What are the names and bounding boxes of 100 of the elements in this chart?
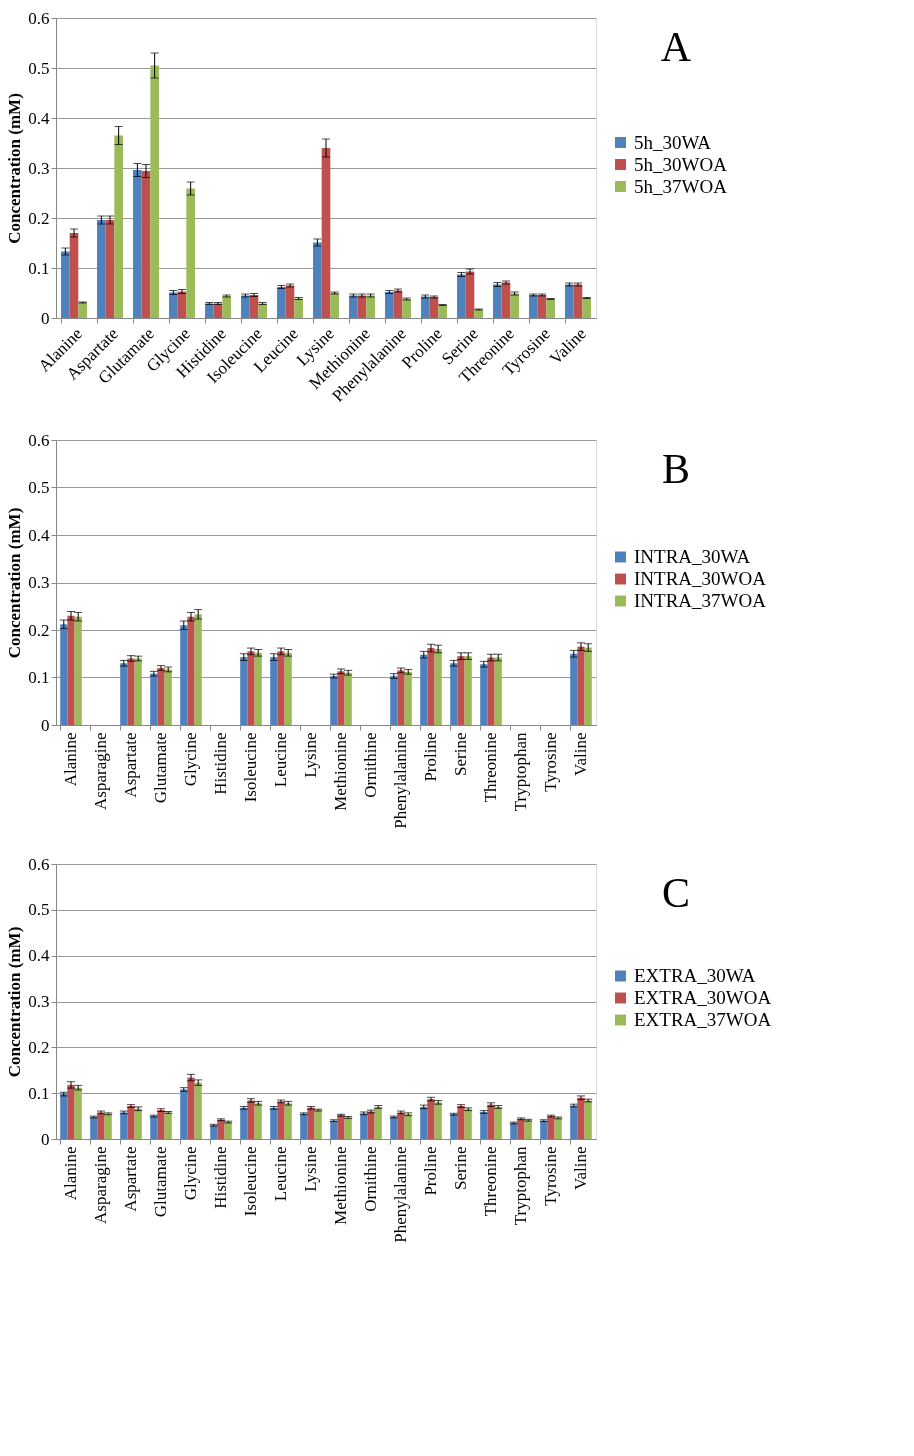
bar bbox=[434, 649, 442, 725]
legend-label: INTRA_37WOA bbox=[634, 590, 767, 611]
bar bbox=[277, 1101, 285, 1139]
x-tick-label: Lysine bbox=[301, 732, 320, 778]
bar bbox=[60, 624, 68, 725]
bar bbox=[210, 1125, 218, 1139]
x-tick-label: Threonine bbox=[481, 1146, 500, 1217]
bar bbox=[510, 293, 519, 318]
bar bbox=[164, 1112, 172, 1139]
bar bbox=[300, 1113, 308, 1139]
x-tick-label: Glutamate bbox=[151, 1146, 170, 1218]
bar bbox=[249, 295, 259, 318]
x-tick-label: Ornithine bbox=[361, 732, 380, 798]
x-tick-label: Lysine bbox=[301, 1146, 320, 1192]
bar bbox=[277, 287, 286, 318]
bar bbox=[464, 1109, 472, 1139]
bar bbox=[420, 1106, 428, 1139]
y-axis-title: Concentration (mM) bbox=[5, 93, 25, 244]
bar bbox=[240, 1107, 248, 1139]
y-tick-label: 0.2 bbox=[28, 1037, 50, 1057]
x-tick-label: Isoleucine bbox=[241, 1146, 260, 1217]
bar bbox=[537, 295, 547, 318]
x-tick-label: Tryptophan bbox=[511, 732, 530, 812]
bar bbox=[457, 1106, 465, 1139]
x-tick-label: Valine bbox=[571, 1146, 590, 1190]
bar bbox=[546, 299, 555, 318]
bar bbox=[421, 296, 430, 318]
bar bbox=[74, 616, 82, 725]
bar bbox=[344, 1117, 352, 1139]
bar bbox=[186, 188, 195, 318]
text: B bbox=[661, 446, 691, 492]
bar bbox=[584, 1100, 592, 1139]
bar bbox=[434, 1102, 442, 1139]
x-tick-label: Isoleucine bbox=[241, 732, 260, 803]
y-tick-label: 0 bbox=[41, 1129, 50, 1149]
bar bbox=[349, 295, 358, 318]
bar bbox=[224, 1122, 232, 1139]
legend-label: EXTRA_37WOA bbox=[634, 1009, 772, 1030]
bar bbox=[427, 648, 435, 725]
bar bbox=[337, 1115, 345, 1139]
y-tick-label: 0.5 bbox=[28, 478, 50, 497]
x-tick-label: Asparagine bbox=[91, 732, 110, 810]
x-tick-label: Leucine bbox=[271, 732, 290, 788]
bar bbox=[360, 1113, 368, 1139]
x-tick-label: Leucine bbox=[271, 1146, 290, 1202]
x-tick-label: Serine bbox=[451, 1146, 470, 1190]
y-tick-label: 0.3 bbox=[28, 158, 50, 178]
bar bbox=[367, 1111, 375, 1139]
legend-label: EXTRA_30WOA bbox=[634, 987, 772, 1008]
x-tick-label: Tryptophan bbox=[511, 1146, 530, 1226]
bar bbox=[97, 1112, 105, 1139]
bar bbox=[69, 233, 79, 318]
x-tick-label: Aspartate bbox=[121, 732, 140, 798]
bar bbox=[565, 284, 574, 318]
bar bbox=[429, 297, 439, 318]
bar bbox=[177, 291, 187, 318]
legend-label: 5h_37WOA bbox=[634, 175, 728, 197]
y-tick-label: 0.6 bbox=[28, 430, 50, 450]
y-axis-title: Concentration (mM) bbox=[5, 507, 25, 659]
bar bbox=[404, 1114, 412, 1139]
bar bbox=[501, 282, 511, 318]
x-tick-label: Aspartate bbox=[121, 1146, 140, 1212]
bar bbox=[284, 652, 292, 725]
x-tick-label: Phenylalanine bbox=[391, 1146, 410, 1243]
bar bbox=[529, 295, 538, 318]
bar bbox=[393, 290, 403, 318]
bar bbox=[554, 1117, 562, 1139]
bar bbox=[385, 292, 394, 318]
bar bbox=[97, 220, 106, 318]
legend-label: 5h_30WOA bbox=[634, 153, 728, 175]
bar bbox=[247, 1100, 255, 1139]
y-tick-label: 0.4 bbox=[28, 946, 50, 966]
y-tick-label: 0.6 bbox=[28, 8, 50, 28]
bar bbox=[241, 295, 250, 318]
x-tick-label: Histidine bbox=[211, 732, 230, 795]
text: A bbox=[660, 24, 692, 70]
y-tick-label: 0.5 bbox=[28, 900, 50, 920]
bar bbox=[254, 652, 262, 725]
bar bbox=[270, 1107, 278, 1139]
bar bbox=[169, 292, 178, 318]
bar bbox=[540, 1120, 548, 1139]
bar bbox=[150, 1116, 158, 1139]
bar bbox=[321, 148, 331, 318]
x-tick-label: Asparagine bbox=[91, 1146, 110, 1224]
bar bbox=[330, 293, 339, 318]
bar bbox=[450, 1114, 458, 1139]
x-tick-label: Serine bbox=[451, 732, 470, 776]
x-tick-label: Histidine bbox=[211, 1146, 230, 1209]
x-tick-label: Glycine bbox=[181, 732, 200, 787]
bar bbox=[141, 171, 151, 318]
x-tick-label: Glycine bbox=[181, 1146, 200, 1201]
y-axis-title: Concentration (mM) bbox=[5, 926, 25, 1078]
bar bbox=[314, 1110, 322, 1139]
x-tick-label: Proline bbox=[421, 1146, 440, 1196]
bar bbox=[67, 615, 75, 725]
y-tick-label: 0.5 bbox=[28, 58, 50, 78]
bar bbox=[577, 1097, 585, 1139]
bar bbox=[285, 285, 295, 318]
bar bbox=[374, 1106, 382, 1139]
y-tick-label: 0.4 bbox=[28, 525, 50, 545]
